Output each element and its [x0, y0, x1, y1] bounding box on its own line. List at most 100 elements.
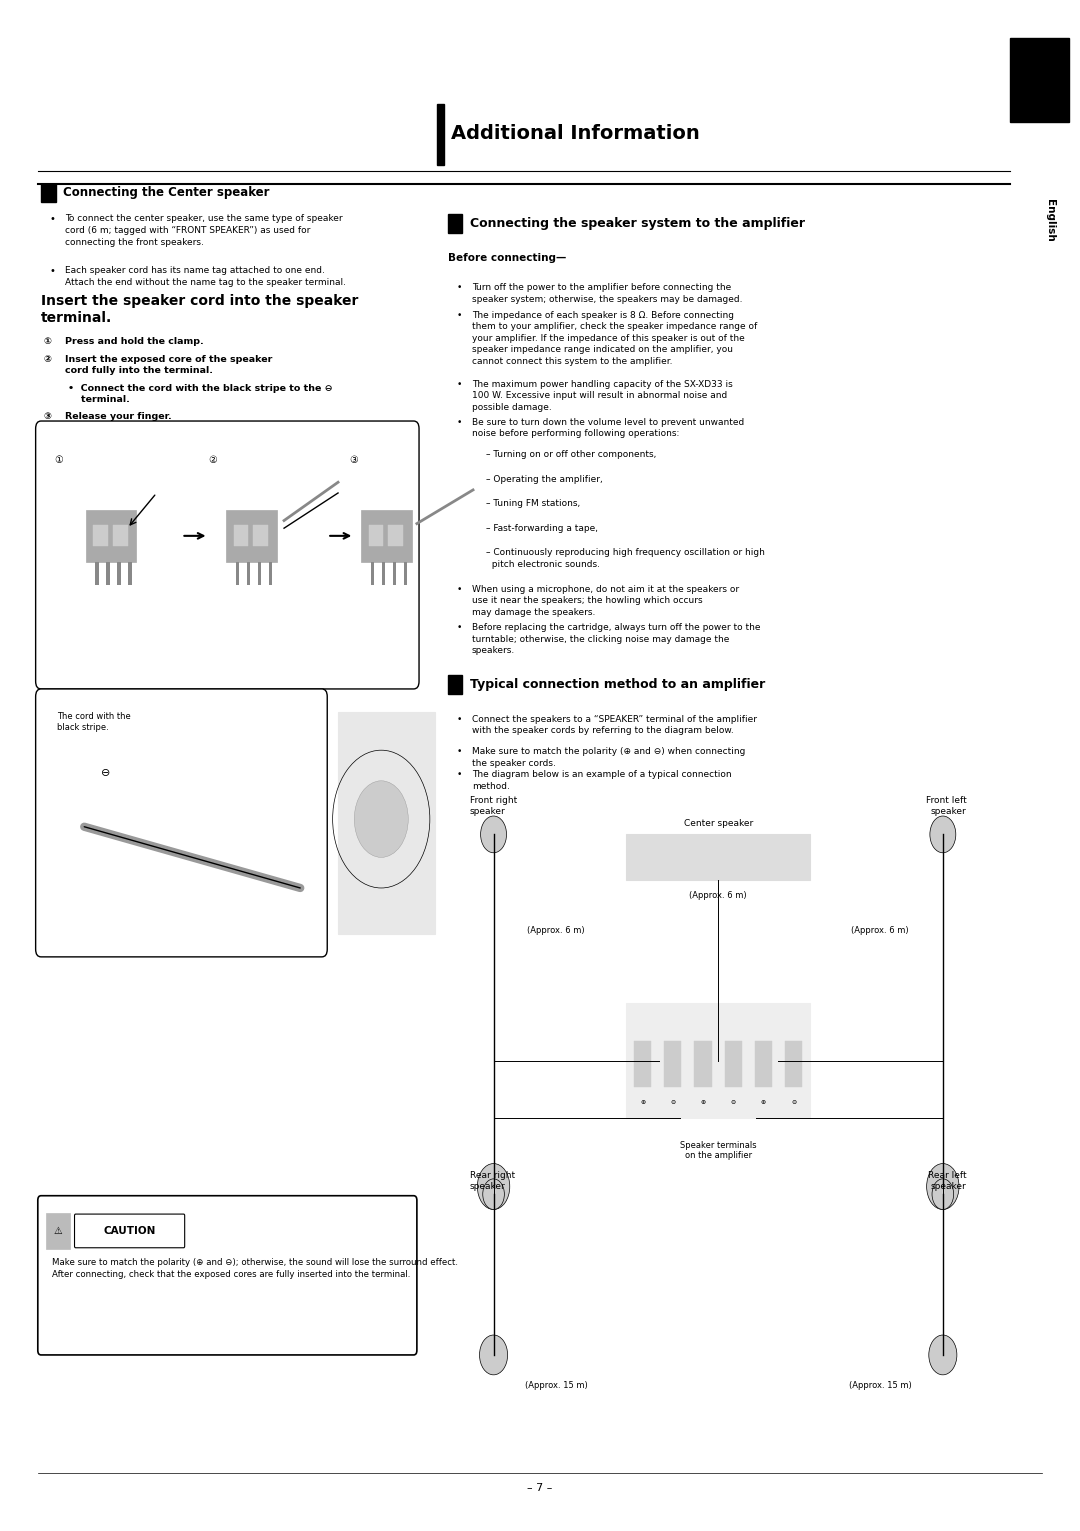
- Text: ①: ①: [54, 455, 63, 465]
- Text: Press and hold the clamp.: Press and hold the clamp.: [65, 337, 203, 346]
- Text: ⊕: ⊕: [640, 1099, 645, 1105]
- Text: Connecting the Center speaker: Connecting the Center speaker: [63, 187, 269, 199]
- Bar: [634, 1041, 651, 1087]
- Text: English: English: [1044, 199, 1055, 242]
- Text: •: •: [457, 747, 462, 756]
- Text: ②: ②: [208, 455, 217, 465]
- Text: (Approx. 15 m): (Approx. 15 m): [525, 1381, 588, 1390]
- Text: When using a microphone, do not aim it at the speakers or
use it near the speake: When using a microphone, do not aim it a…: [472, 585, 739, 617]
- Text: •: •: [50, 214, 55, 225]
- Text: Rear right
speaker: Rear right speaker: [470, 1171, 515, 1191]
- Bar: [381, 562, 386, 585]
- Text: The impedance of each speaker is 8 Ω. Before connecting
them to your amplifier, : The impedance of each speaker is 8 Ω. Be…: [472, 311, 757, 366]
- Text: •: •: [457, 585, 462, 594]
- Text: Make sure to match the polarity (⊕ and ⊖); otherwise, the sound will lose the su: Make sure to match the polarity (⊕ and ⊖…: [52, 1258, 458, 1280]
- Bar: [725, 1041, 742, 1087]
- Text: (Approx. 15 m): (Approx. 15 m): [849, 1381, 912, 1390]
- Text: Front right
speaker: Front right speaker: [470, 796, 517, 816]
- Bar: [233, 525, 248, 547]
- Bar: [235, 562, 240, 585]
- FancyBboxPatch shape: [36, 689, 327, 957]
- Bar: [86, 510, 136, 562]
- Text: ⊕: ⊕: [701, 1099, 705, 1105]
- Circle shape: [932, 1179, 954, 1209]
- Bar: [368, 525, 383, 547]
- Bar: [338, 712, 435, 934]
- FancyBboxPatch shape: [36, 421, 419, 689]
- Bar: [269, 562, 272, 585]
- Text: Make sure to match the polarity (⊕ and ⊖) when connecting
the speaker cords.: Make sure to match the polarity (⊕ and ⊖…: [472, 747, 745, 767]
- Circle shape: [929, 1335, 957, 1375]
- Text: Insert the speaker cord into the speaker
terminal.: Insert the speaker cord into the speaker…: [41, 294, 359, 325]
- Circle shape: [481, 816, 507, 853]
- Bar: [437, 104, 444, 165]
- Bar: [404, 562, 407, 585]
- Text: The maximum power handling capacity of the SX-XD33 is
100 W. Excessive input wil: The maximum power handling capacity of t…: [472, 380, 732, 412]
- Text: •: •: [457, 380, 462, 389]
- Bar: [258, 562, 261, 585]
- Text: CAUTION: CAUTION: [104, 1226, 156, 1236]
- Text: •: •: [457, 715, 462, 724]
- Bar: [370, 562, 375, 585]
- Bar: [389, 525, 403, 547]
- Bar: [95, 562, 99, 585]
- Text: ③: ③: [43, 412, 51, 421]
- Bar: [227, 510, 276, 562]
- Text: Rear left
speaker: Rear left speaker: [928, 1171, 967, 1191]
- Circle shape: [354, 781, 408, 857]
- Text: ①: ①: [43, 337, 51, 346]
- Text: Front left
speaker: Front left speaker: [926, 796, 967, 816]
- Text: ③: ③: [349, 455, 357, 465]
- Text: ②: ②: [43, 355, 51, 364]
- Bar: [113, 525, 127, 547]
- Text: Turn off the power to the amplifier before connecting the
speaker system; otherw: Turn off the power to the amplifier befo…: [472, 283, 742, 303]
- Bar: [755, 1041, 772, 1087]
- Text: Release your finger.: Release your finger.: [65, 412, 172, 421]
- Bar: [254, 525, 268, 547]
- Bar: [785, 1041, 802, 1087]
- Text: ⊖: ⊖: [671, 1099, 675, 1105]
- Circle shape: [483, 1179, 504, 1209]
- Text: (Approx. 6 m): (Approx. 6 m): [851, 926, 909, 935]
- Text: ⊖: ⊖: [102, 769, 110, 778]
- Bar: [362, 510, 411, 562]
- Text: ⊕: ⊕: [761, 1099, 766, 1105]
- Text: The diagram below is an example of a typical connection
method.: The diagram below is an example of a typ…: [472, 770, 731, 790]
- Bar: [46, 1213, 70, 1249]
- Text: •: •: [457, 418, 462, 427]
- Text: Connect the speakers to a “SPEAKER” terminal of the amplifier
with the speaker c: Connect the speakers to a “SPEAKER” term…: [472, 715, 757, 735]
- Text: •: •: [457, 311, 462, 320]
- Text: Center speaker: Center speaker: [684, 819, 753, 828]
- Circle shape: [477, 1164, 510, 1209]
- Bar: [664, 1041, 681, 1087]
- Text: – Continuously reproducing high frequency oscillation or high
  pitch electronic: – Continuously reproducing high frequenc…: [486, 548, 765, 568]
- Bar: [448, 214, 462, 233]
- Text: Before connecting—: Before connecting—: [448, 253, 566, 263]
- Text: (Approx. 6 m): (Approx. 6 m): [689, 891, 747, 900]
- Text: ⊖: ⊖: [731, 1099, 735, 1105]
- Bar: [626, 1003, 810, 1118]
- Text: ⚠: ⚠: [54, 1226, 63, 1236]
- Bar: [626, 834, 810, 880]
- Text: – Tuning FM stations,: – Tuning FM stations,: [486, 499, 580, 508]
- FancyBboxPatch shape: [38, 1196, 417, 1355]
- Bar: [118, 562, 121, 585]
- Text: Before replacing the cartridge, always turn off the power to the
turntable; othe: Before replacing the cartridge, always t…: [472, 623, 760, 655]
- Text: The cord with the
black stripe.: The cord with the black stripe.: [57, 712, 131, 732]
- Text: Connecting the speaker system to the amplifier: Connecting the speaker system to the amp…: [470, 217, 805, 230]
- Bar: [129, 562, 132, 585]
- Text: •: •: [457, 770, 462, 779]
- Text: – Turning on or off other components,: – Turning on or off other components,: [486, 450, 657, 459]
- Text: Be sure to turn down the volume level to prevent unwanted
noise before performin: Be sure to turn down the volume level to…: [472, 418, 744, 438]
- Bar: [1010, 38, 1069, 122]
- Bar: [106, 562, 110, 585]
- Text: •: •: [457, 283, 462, 292]
- Text: (Approx. 6 m): (Approx. 6 m): [527, 926, 585, 935]
- Text: •: •: [50, 266, 55, 277]
- Text: Each speaker cord has its name tag attached to one end.
Attach the end without t: Each speaker cord has its name tag attac…: [65, 266, 346, 288]
- Text: •: •: [457, 623, 462, 632]
- Bar: [41, 184, 56, 202]
- Text: •  Connect the cord with the black stripe to the ⊖
    terminal.: • Connect the cord with the black stripe…: [68, 384, 333, 404]
- Text: To connect the center speaker, use the same type of speaker
cord (6 m; tagged wi: To connect the center speaker, use the s…: [65, 214, 342, 246]
- FancyBboxPatch shape: [75, 1214, 185, 1248]
